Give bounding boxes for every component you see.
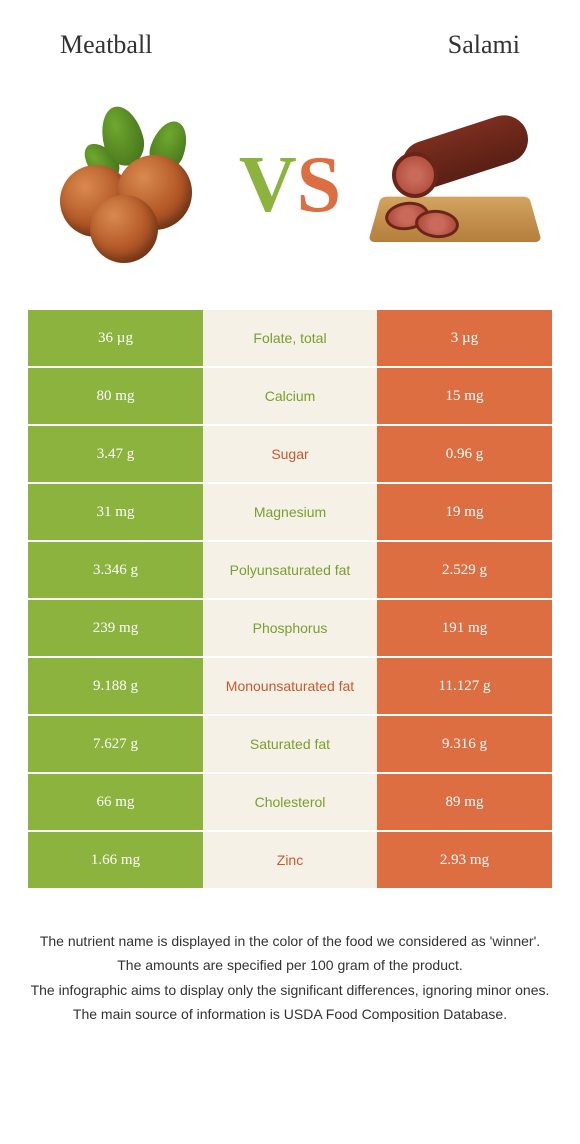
table-row: 3.346 gPolyunsaturated fat2.529 g	[28, 542, 552, 600]
value-left: 31 mg	[28, 484, 203, 540]
value-left: 7.627 g	[28, 716, 203, 772]
footer-line: The infographic aims to display only the…	[30, 979, 550, 1001]
value-right: 89 mg	[377, 774, 552, 830]
value-right: 19 mg	[377, 484, 552, 540]
salami-image	[370, 105, 530, 265]
value-right: 11.127 g	[377, 658, 552, 714]
vs-label: VS	[239, 140, 341, 231]
header: Meatball Salami	[0, 0, 580, 70]
table-row: 36 µgFolate, total3 µg	[28, 310, 552, 368]
meatball-icon	[90, 195, 158, 263]
title-right: Salami	[448, 30, 520, 60]
value-left: 1.66 mg	[28, 832, 203, 888]
value-left: 36 µg	[28, 310, 203, 366]
hero-section: VS	[0, 70, 580, 310]
title-left: Meatball	[60, 30, 152, 60]
nutrient-label: Calcium	[203, 368, 377, 424]
footer-line: The amounts are specified per 100 gram o…	[30, 954, 550, 976]
table-row: 31 mgMagnesium19 mg	[28, 484, 552, 542]
table-row: 239 mgPhosphorus191 mg	[28, 600, 552, 658]
footer-notes: The nutrient name is displayed in the co…	[0, 890, 580, 1048]
vs-s: S	[297, 141, 342, 229]
value-left: 80 mg	[28, 368, 203, 424]
value-right: 3 µg	[377, 310, 552, 366]
table-row: 7.627 gSaturated fat9.316 g	[28, 716, 552, 774]
value-left: 3.346 g	[28, 542, 203, 598]
value-left: 239 mg	[28, 600, 203, 656]
value-right: 2.93 mg	[377, 832, 552, 888]
value-right: 0.96 g	[377, 426, 552, 482]
nutrient-label: Folate, total	[203, 310, 377, 366]
vs-v: V	[239, 141, 297, 229]
value-left: 66 mg	[28, 774, 203, 830]
value-right: 15 mg	[377, 368, 552, 424]
meatball-image	[50, 105, 210, 265]
nutrient-table: 36 µgFolate, total3 µg80 mgCalcium15 mg3…	[28, 310, 552, 890]
value-right: 191 mg	[377, 600, 552, 656]
nutrient-label: Sugar	[203, 426, 377, 482]
value-left: 9.188 g	[28, 658, 203, 714]
value-right: 9.316 g	[377, 716, 552, 772]
table-row: 1.66 mgZinc2.93 mg	[28, 832, 552, 890]
nutrient-label: Phosphorus	[203, 600, 377, 656]
footer-line: The main source of information is USDA F…	[30, 1003, 550, 1025]
table-row: 9.188 gMonounsaturated fat11.127 g	[28, 658, 552, 716]
nutrient-label: Saturated fat	[203, 716, 377, 772]
salami-end-icon	[392, 152, 438, 198]
table-row: 3.47 gSugar0.96 g	[28, 426, 552, 484]
nutrient-label: Zinc	[203, 832, 377, 888]
nutrient-label: Monounsaturated fat	[203, 658, 377, 714]
footer-line: The nutrient name is displayed in the co…	[30, 930, 550, 952]
value-left: 3.47 g	[28, 426, 203, 482]
nutrient-label: Cholesterol	[203, 774, 377, 830]
value-right: 2.529 g	[377, 542, 552, 598]
table-row: 80 mgCalcium15 mg	[28, 368, 552, 426]
table-row: 66 mgCholesterol89 mg	[28, 774, 552, 832]
nutrient-label: Polyunsaturated fat	[203, 542, 377, 598]
nutrient-label: Magnesium	[203, 484, 377, 540]
